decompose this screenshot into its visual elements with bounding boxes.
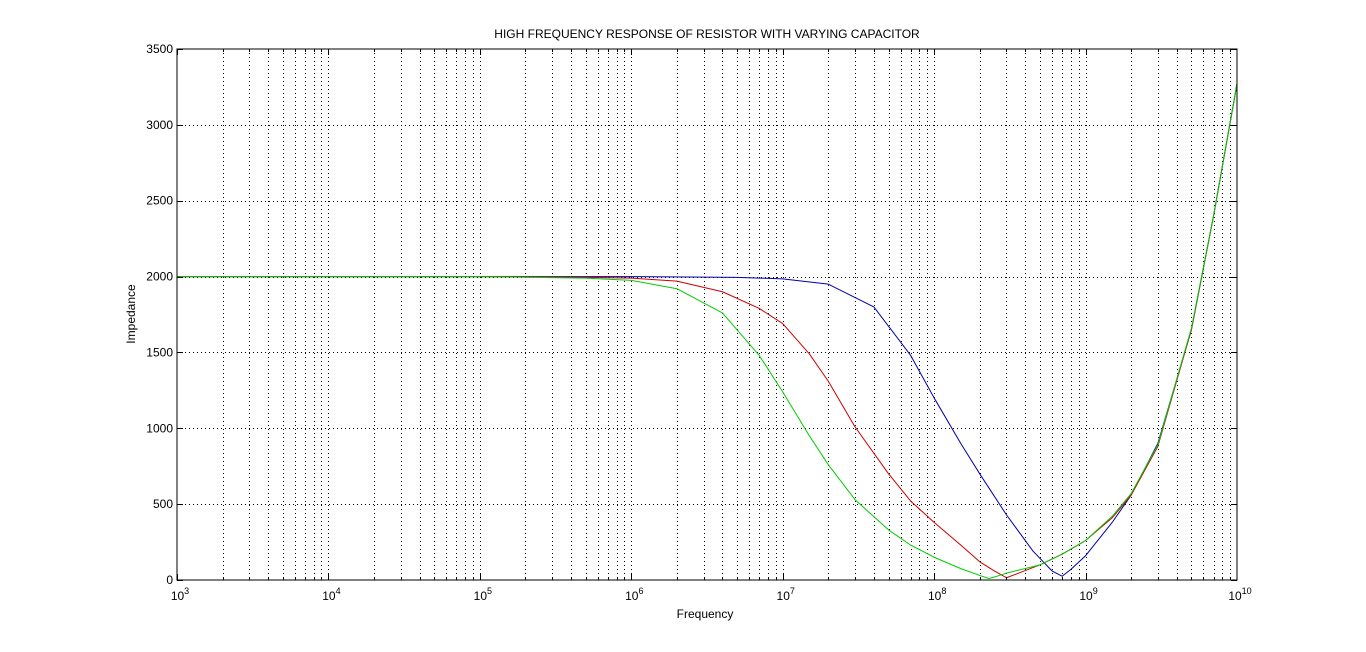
ticks [177, 49, 1237, 581]
x-tick-label: 105 [474, 586, 492, 603]
y-axis-label: Impedance [124, 284, 138, 344]
grid [177, 49, 1237, 580]
y-tick-label: 2000 [146, 270, 173, 284]
series-line-1 [177, 83, 1238, 577]
y-tick-label: 3000 [146, 118, 173, 132]
y-tick-label: 500 [153, 497, 173, 511]
y-tick-label: 1000 [146, 421, 173, 435]
x-tick-label: 103 [171, 586, 189, 603]
y-tick-label: 1500 [146, 345, 173, 359]
x-tick-label: 104 [322, 586, 340, 603]
x-tick-label: 1010 [1228, 586, 1251, 603]
series-line-2 [177, 83, 1238, 579]
x-axis-label: Frequency [677, 607, 734, 621]
chart-title: HIGH FREQUENCY RESPONSE OF RESISTOR WITH… [494, 27, 920, 41]
x-tick-label: 107 [777, 586, 795, 603]
series-group [177, 83, 1238, 579]
x-tick-label: 108 [928, 586, 946, 603]
y-tick-label: 3500 [146, 42, 173, 56]
x-tick-labels: 103 104 105 106 107 108 109 1010 [171, 586, 1252, 603]
plot-frame [176, 48, 1238, 581]
x-tick-label: 106 [625, 586, 643, 603]
series-line-3 [177, 83, 1238, 579]
y-tick-labels: 0 500 1000 1500 2000 2500 3000 3500 [146, 42, 173, 587]
y-tick-label: 0 [166, 573, 173, 587]
y-tick-label: 2500 [146, 194, 173, 208]
x-tick-label: 109 [1079, 586, 1097, 603]
